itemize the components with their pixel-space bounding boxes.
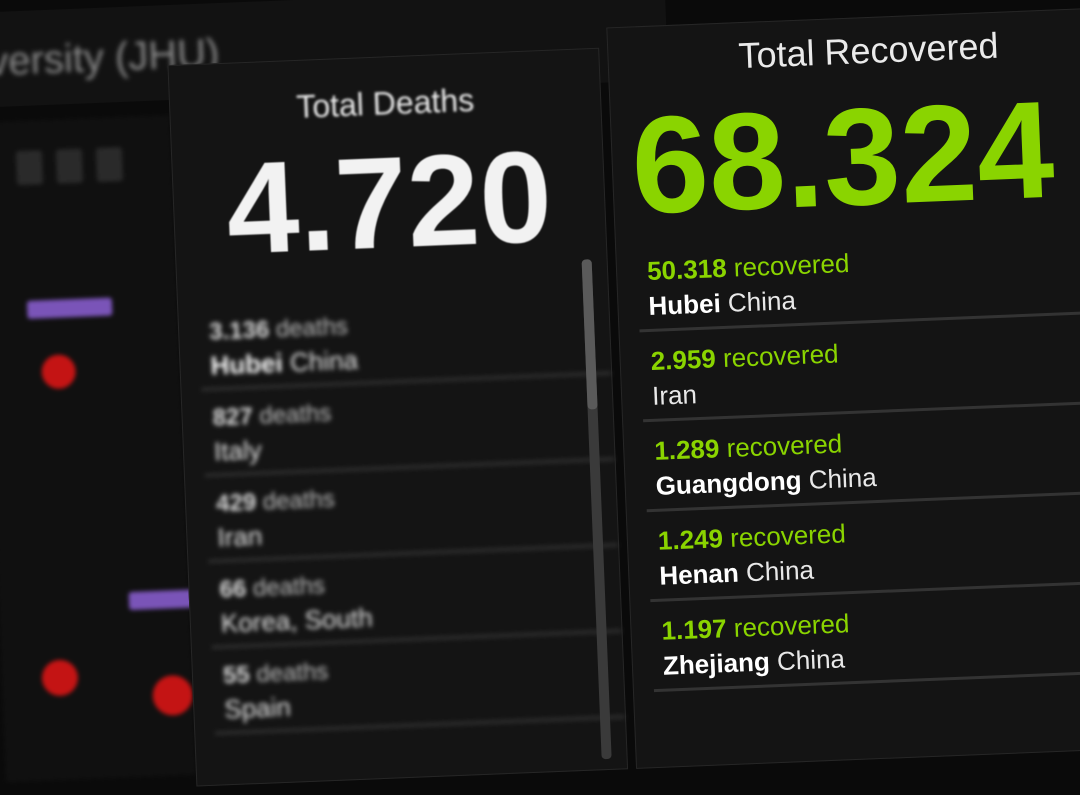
map-label-marker: [26, 297, 113, 319]
unit: recovered: [733, 247, 850, 283]
deaths-total: 4.720: [223, 122, 555, 282]
place: Henan: [658, 557, 740, 591]
unit: deaths: [258, 399, 332, 430]
place: Guangdong: [655, 465, 803, 501]
country: China: [727, 285, 797, 318]
list-item[interactable]: 827 deaths Italy: [201, 374, 615, 477]
place: Hubei: [209, 347, 284, 381]
unit: deaths: [252, 572, 326, 603]
country: Korea, South: [220, 602, 374, 639]
country: China: [289, 344, 359, 378]
country: Iran: [651, 379, 698, 411]
count: 55: [222, 661, 251, 690]
country: China: [776, 643, 846, 677]
list-item[interactable]: 2.959 recovered Iran: [639, 312, 1080, 423]
unit: deaths: [275, 313, 349, 343]
count: 2.959: [650, 343, 717, 376]
list-item[interactable]: 1.197 recovered Zhejiang China: [650, 582, 1080, 693]
unit: recovered: [725, 428, 843, 463]
recovered-total: 68.324: [628, 72, 1057, 244]
map-panel[interactable]: [0, 115, 200, 783]
country: Italy: [213, 434, 263, 467]
country: China: [808, 461, 878, 495]
count: 3.136: [208, 316, 270, 346]
count: 1.249: [657, 523, 724, 556]
count: 827: [212, 402, 254, 432]
count: 1.289: [653, 433, 720, 466]
map-case-marker[interactable]: [41, 659, 79, 697]
list-item[interactable]: 55 deaths Spain: [211, 632, 626, 735]
list-item[interactable]: 1.249 recovered Henan China: [646, 492, 1080, 603]
list-item[interactable]: 66 deaths Korea, South: [208, 546, 622, 649]
map-case-marker[interactable]: [151, 674, 194, 717]
total-deaths-panel: Total Deaths 4.720 3.136 deaths Hubei Ch…: [167, 47, 629, 787]
list-item[interactable]: 3.136 deaths Hubei China: [198, 288, 612, 392]
count: 429: [215, 488, 257, 518]
basemap-icon[interactable]: [95, 147, 124, 183]
count: 66: [219, 575, 247, 604]
unit: deaths: [262, 485, 336, 516]
count: 50.318: [646, 252, 728, 287]
place: Hubei: [647, 288, 722, 321]
country: Iran: [216, 520, 263, 553]
count: 1.197: [660, 613, 728, 646]
list-item[interactable]: 50.318 recovered Hubei China: [635, 222, 1080, 333]
unit: recovered: [722, 338, 840, 374]
unit: deaths: [255, 658, 329, 689]
deaths-list[interactable]: 3.136 deaths Hubei China 827 deaths Ital…: [198, 288, 626, 735]
map-case-marker[interactable]: [41, 354, 77, 390]
list-item[interactable]: 429 deaths Iran: [205, 460, 619, 563]
unit: recovered: [733, 608, 850, 643]
list-item[interactable]: 1.289 recovered Guangdong China: [643, 402, 1080, 513]
country: Spain: [223, 691, 292, 725]
total-recovered-panel: Total Recovered 68.324 50.318 recovered …: [606, 6, 1080, 769]
recovered-list[interactable]: 50.318 recovered Hubei China 2.959 recov…: [635, 222, 1080, 693]
unit: recovered: [729, 518, 847, 553]
country: China: [745, 554, 815, 588]
list-icon[interactable]: [15, 150, 44, 186]
place: Zhejiang: [662, 646, 771, 681]
legend-icon[interactable]: [55, 148, 84, 184]
